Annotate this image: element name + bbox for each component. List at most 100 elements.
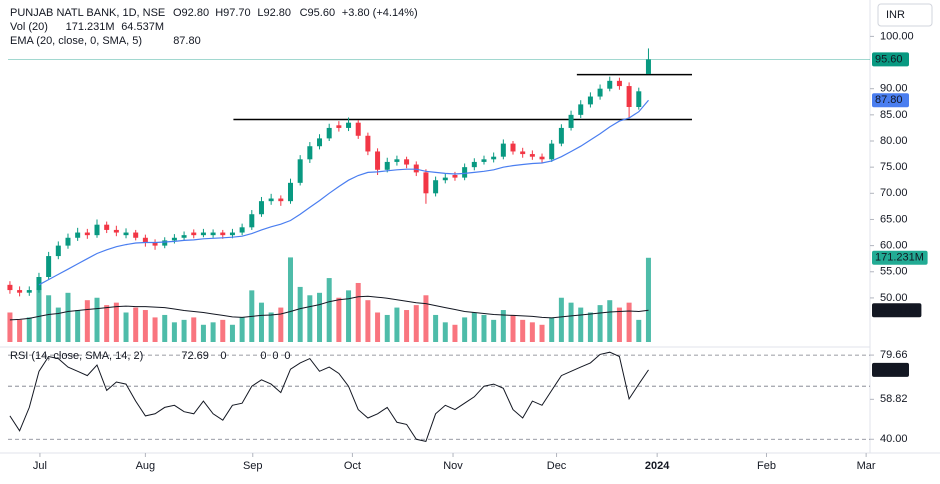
candle-body — [297, 159, 303, 183]
rsi-extra: 0 — [284, 350, 290, 362]
rsi-extra: 0 — [220, 350, 226, 362]
volume-bar — [297, 286, 303, 342]
volume-bar — [616, 307, 622, 342]
candle-body — [394, 159, 400, 162]
price-badge-label: 72.69 — [875, 364, 903, 376]
volume-bar — [433, 314, 439, 342]
ohlc-value: C95.60 — [300, 7, 335, 19]
volume-bar — [481, 314, 487, 342]
candle-body — [375, 151, 381, 170]
rsi-extra: 0 — [272, 350, 278, 362]
volume-bar — [558, 297, 564, 342]
candle-body — [191, 232, 197, 236]
volume-bar — [104, 305, 110, 342]
y-tick-label: 70.00 — [880, 187, 908, 199]
volume-bar — [539, 324, 545, 342]
volume-bar — [46, 295, 52, 342]
candle-body — [181, 235, 187, 238]
y-tick-label: 75.00 — [880, 161, 908, 173]
x-tick-label: Nov — [443, 460, 463, 472]
candle-body — [113, 229, 119, 233]
volume-bar — [75, 310, 81, 342]
price-badge — [872, 93, 909, 108]
candle-body — [355, 122, 361, 136]
x-tick-label: Aug — [136, 460, 156, 472]
y-tick-label: 40.00 — [880, 433, 908, 445]
volume-bar — [636, 319, 642, 342]
volume-bar — [365, 300, 371, 342]
volume-bar — [113, 302, 119, 342]
y-tick-label: 100.00 — [880, 30, 914, 42]
volume-bar — [162, 314, 168, 342]
candle-body — [549, 143, 555, 160]
volume-bar — [200, 324, 206, 342]
volume-bar — [181, 319, 187, 342]
volume-bar — [94, 297, 100, 342]
volume-bar — [462, 317, 468, 342]
candle-body — [239, 227, 245, 233]
volume-bar — [587, 312, 593, 342]
volume-bar — [210, 322, 216, 342]
candle-body — [287, 182, 293, 202]
y-tick-label: 65.00 — [880, 213, 908, 225]
candle-body — [55, 245, 61, 257]
currency-label[interactable]: INR — [886, 9, 905, 21]
volume-bar — [375, 312, 381, 342]
volume-bar — [423, 295, 429, 342]
volume-bar — [152, 317, 158, 342]
x-tick-label: Oct — [344, 460, 361, 472]
volume-bar — [142, 310, 148, 342]
candle-body — [142, 237, 148, 243]
candle-body — [133, 232, 139, 238]
y-tick-label: 50.00 — [880, 292, 908, 304]
volume-bar — [317, 292, 323, 342]
volume-bar — [549, 317, 555, 342]
candle-body — [7, 284, 13, 291]
candle-body — [258, 201, 264, 215]
volume-bar — [510, 314, 516, 342]
candle-body — [171, 237, 177, 241]
x-tick-label: Feb — [757, 460, 776, 472]
volume-name: Vol (20) — [10, 21, 48, 33]
volume-bar — [326, 278, 332, 342]
volume-bar — [578, 307, 584, 342]
candle-body — [636, 91, 642, 107]
y-tick-label: 58.82 — [880, 393, 908, 405]
volume-bar — [442, 322, 448, 342]
y-tick-label: 80.00 — [880, 135, 908, 147]
volume-bar — [404, 310, 410, 342]
candle-body — [616, 80, 622, 87]
candle-body — [587, 96, 593, 105]
candle-body — [307, 146, 313, 160]
chart-title: PUNJAB NATL BANK, 1D, NSE — [10, 7, 165, 19]
volume-bar — [452, 324, 458, 342]
volume-ma-line — [9, 295, 649, 321]
currency-button[interactable] — [877, 3, 933, 27]
rsi-line — [9, 351, 649, 442]
candle-body — [404, 159, 410, 165]
volume-bar — [355, 282, 361, 342]
volume-bar — [55, 307, 61, 342]
candle-body — [413, 164, 419, 173]
candle-body — [578, 104, 584, 115]
ohlc-value: +3.80 (+4.14%) — [342, 7, 418, 19]
x-tick-label: Dec — [547, 460, 567, 472]
volume-bar — [336, 297, 342, 342]
volume-bar — [133, 307, 139, 342]
volume-bar — [287, 257, 293, 342]
candle-body — [46, 256, 52, 277]
volume-bar — [7, 312, 13, 342]
volume-bar — [171, 322, 177, 342]
candle-body — [539, 156, 545, 160]
ohlc-value: O92.80 — [173, 7, 209, 19]
volume-bar — [220, 319, 226, 342]
x-tick-label: Mar — [857, 460, 876, 472]
candle-body — [17, 290, 23, 293]
candle-body — [75, 232, 81, 238]
volume-bar — [346, 290, 352, 342]
candle-body — [491, 156, 497, 160]
volume-ma-value: 64.537M — [121, 21, 164, 33]
candle-body — [152, 243, 158, 246]
volume-bar — [229, 324, 235, 342]
